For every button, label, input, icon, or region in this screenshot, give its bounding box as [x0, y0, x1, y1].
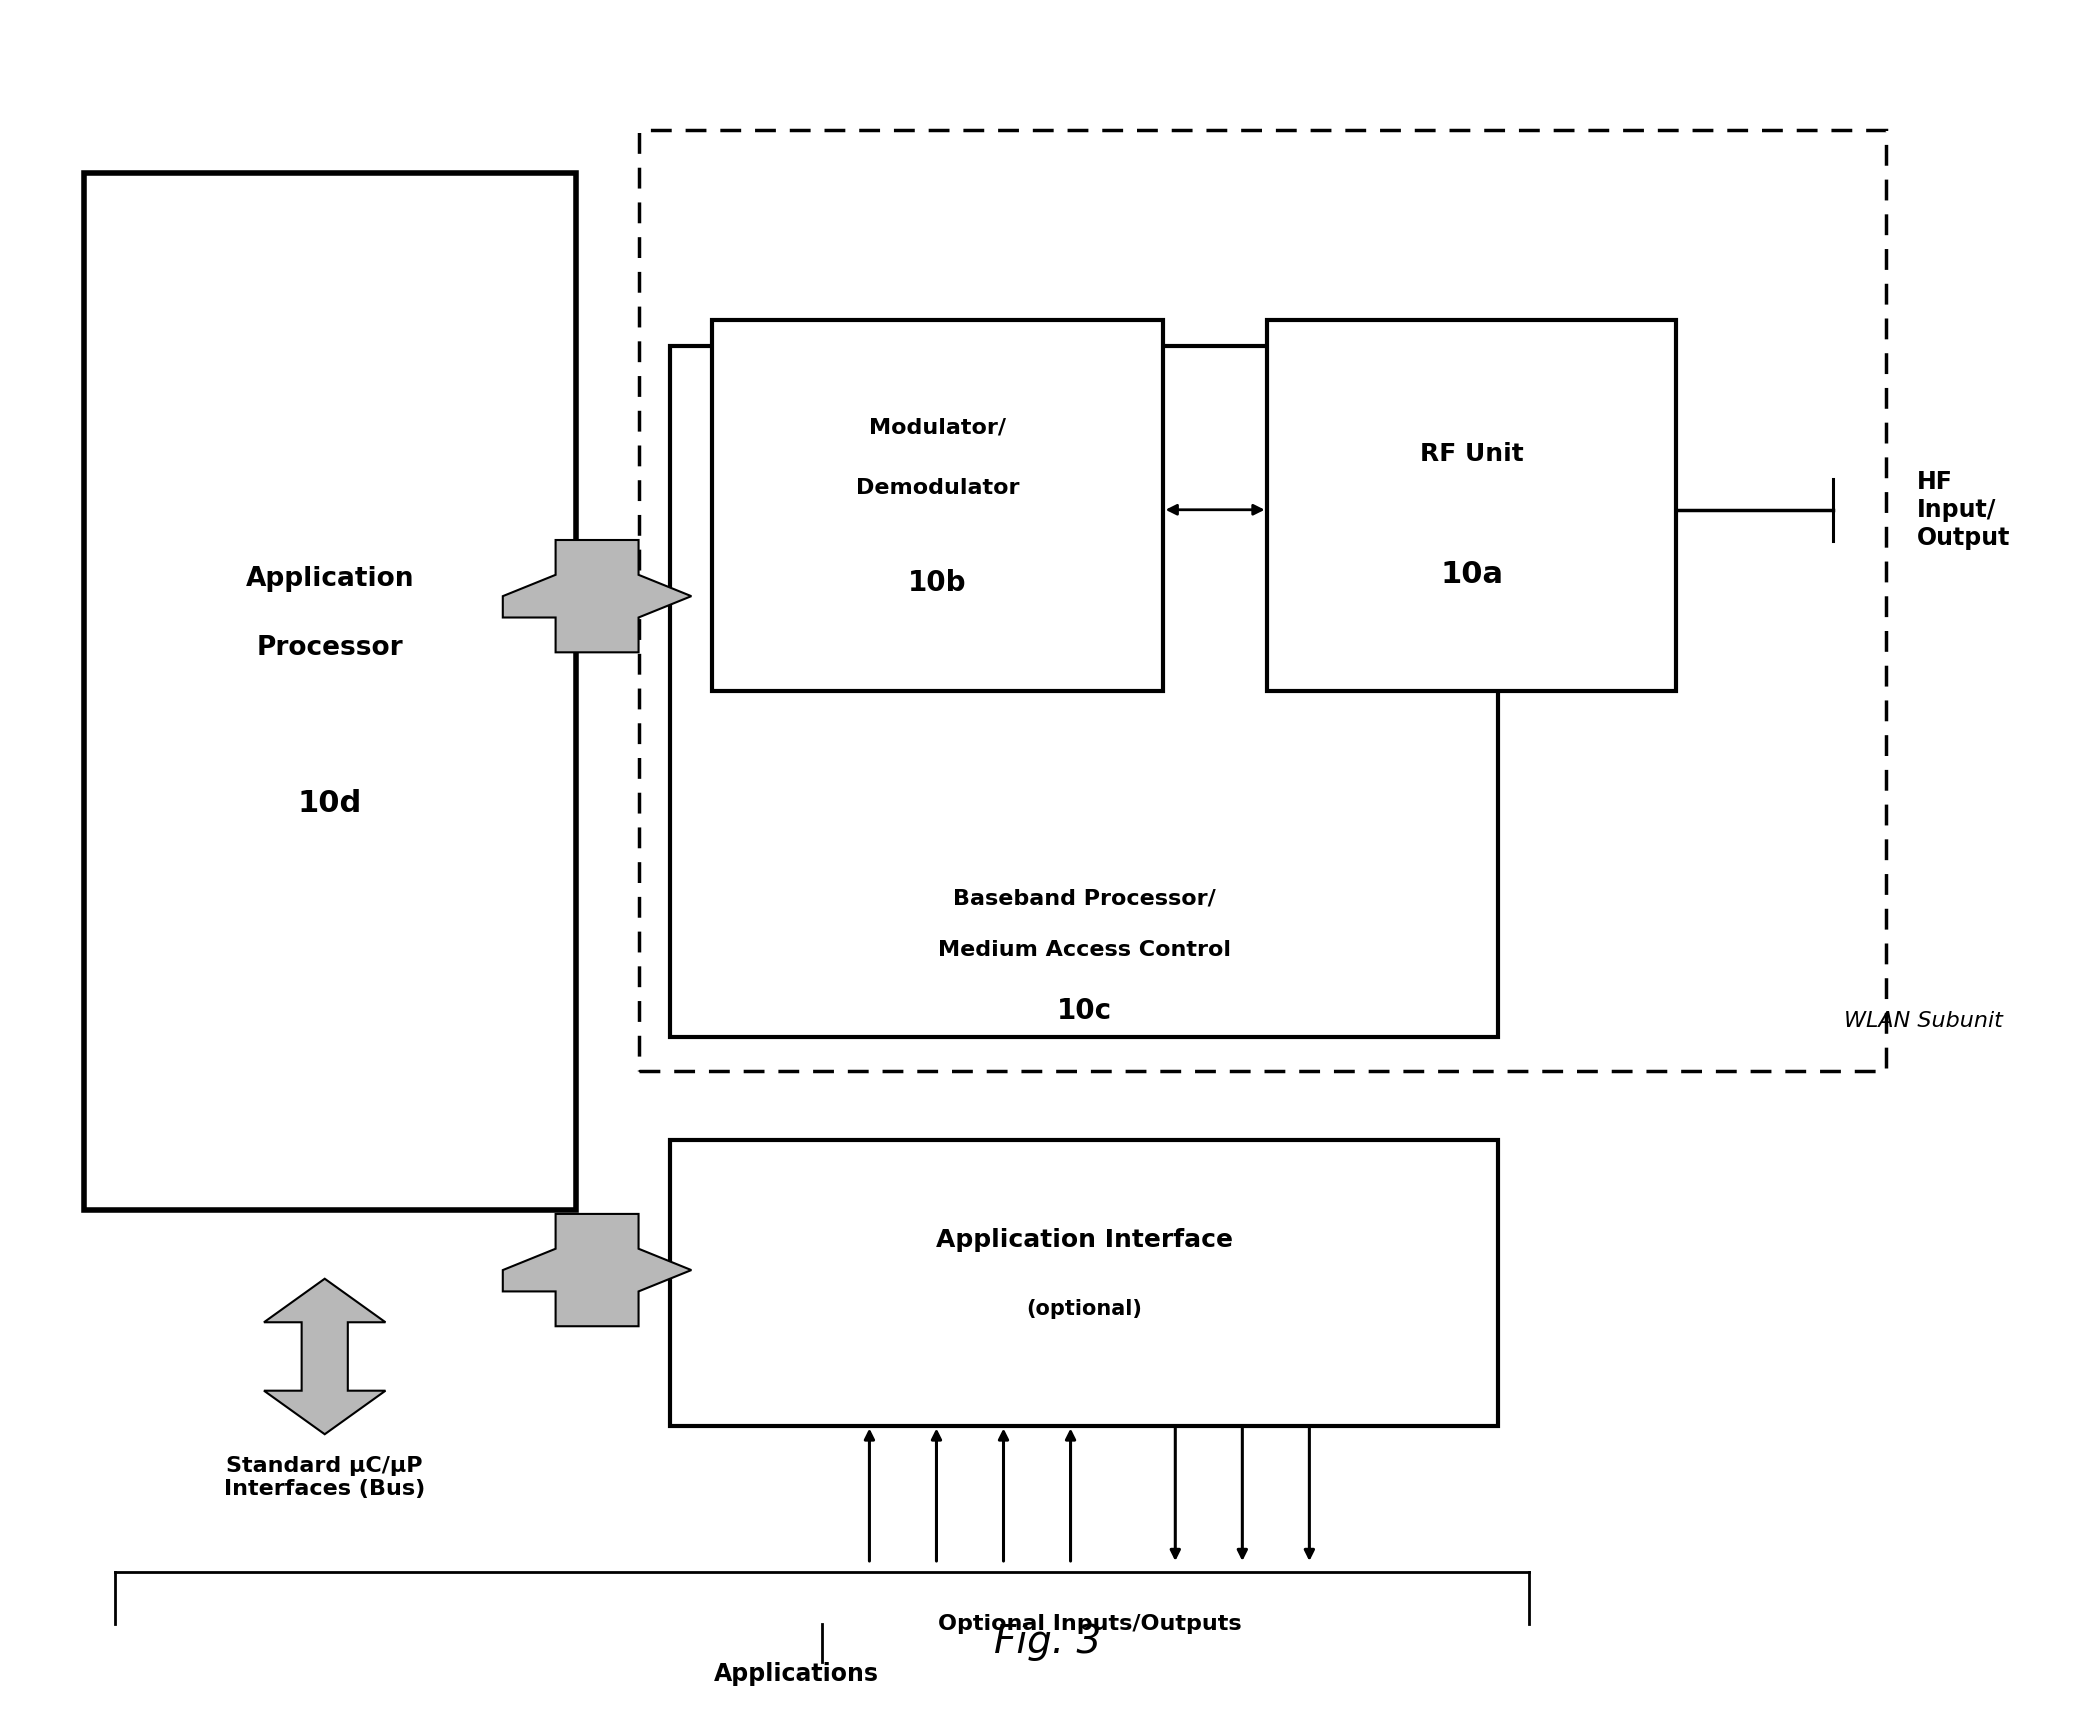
Text: (optional): (optional) [1027, 1299, 1142, 1318]
Text: 10b: 10b [909, 569, 966, 598]
Text: Baseband Processor/: Baseband Processor/ [953, 888, 1215, 909]
Bar [1267, 320, 1676, 691]
Bar [670, 1140, 1498, 1426]
Polygon shape [503, 539, 691, 651]
Text: WLAN Subunit: WLAN Subunit [1844, 1011, 2003, 1032]
Bar [670, 346, 1498, 1037]
Text: Standard μC/μP
Interfaces (Bus): Standard μC/μP Interfaces (Bus) [224, 1455, 425, 1500]
Bar [712, 320, 1163, 691]
Bar [84, 173, 576, 1210]
Text: Demodulator: Demodulator [855, 479, 1020, 498]
Text: Applications: Applications [714, 1662, 878, 1687]
Text: Application Interface: Application Interface [936, 1229, 1232, 1251]
Text: Application: Application [245, 565, 415, 593]
Polygon shape [264, 1279, 385, 1434]
Text: Medium Access Control: Medium Access Control [939, 940, 1230, 961]
Text: Fig. 3: Fig. 3 [993, 1623, 1102, 1661]
Bar [639, 130, 1886, 1071]
Polygon shape [503, 1215, 691, 1327]
Text: RF Unit: RF Unit [1420, 442, 1523, 465]
Text: HF
Input/
Output: HF Input/ Output [1917, 470, 2011, 550]
Text: 10d: 10d [297, 790, 362, 817]
Text: Modulator/: Modulator/ [869, 418, 1006, 437]
Text: 10a: 10a [1439, 560, 1504, 589]
Text: Optional Inputs/Outputs: Optional Inputs/Outputs [939, 1614, 1240, 1635]
Text: 10c: 10c [1056, 997, 1112, 1025]
Text: Processor: Processor [258, 634, 402, 662]
